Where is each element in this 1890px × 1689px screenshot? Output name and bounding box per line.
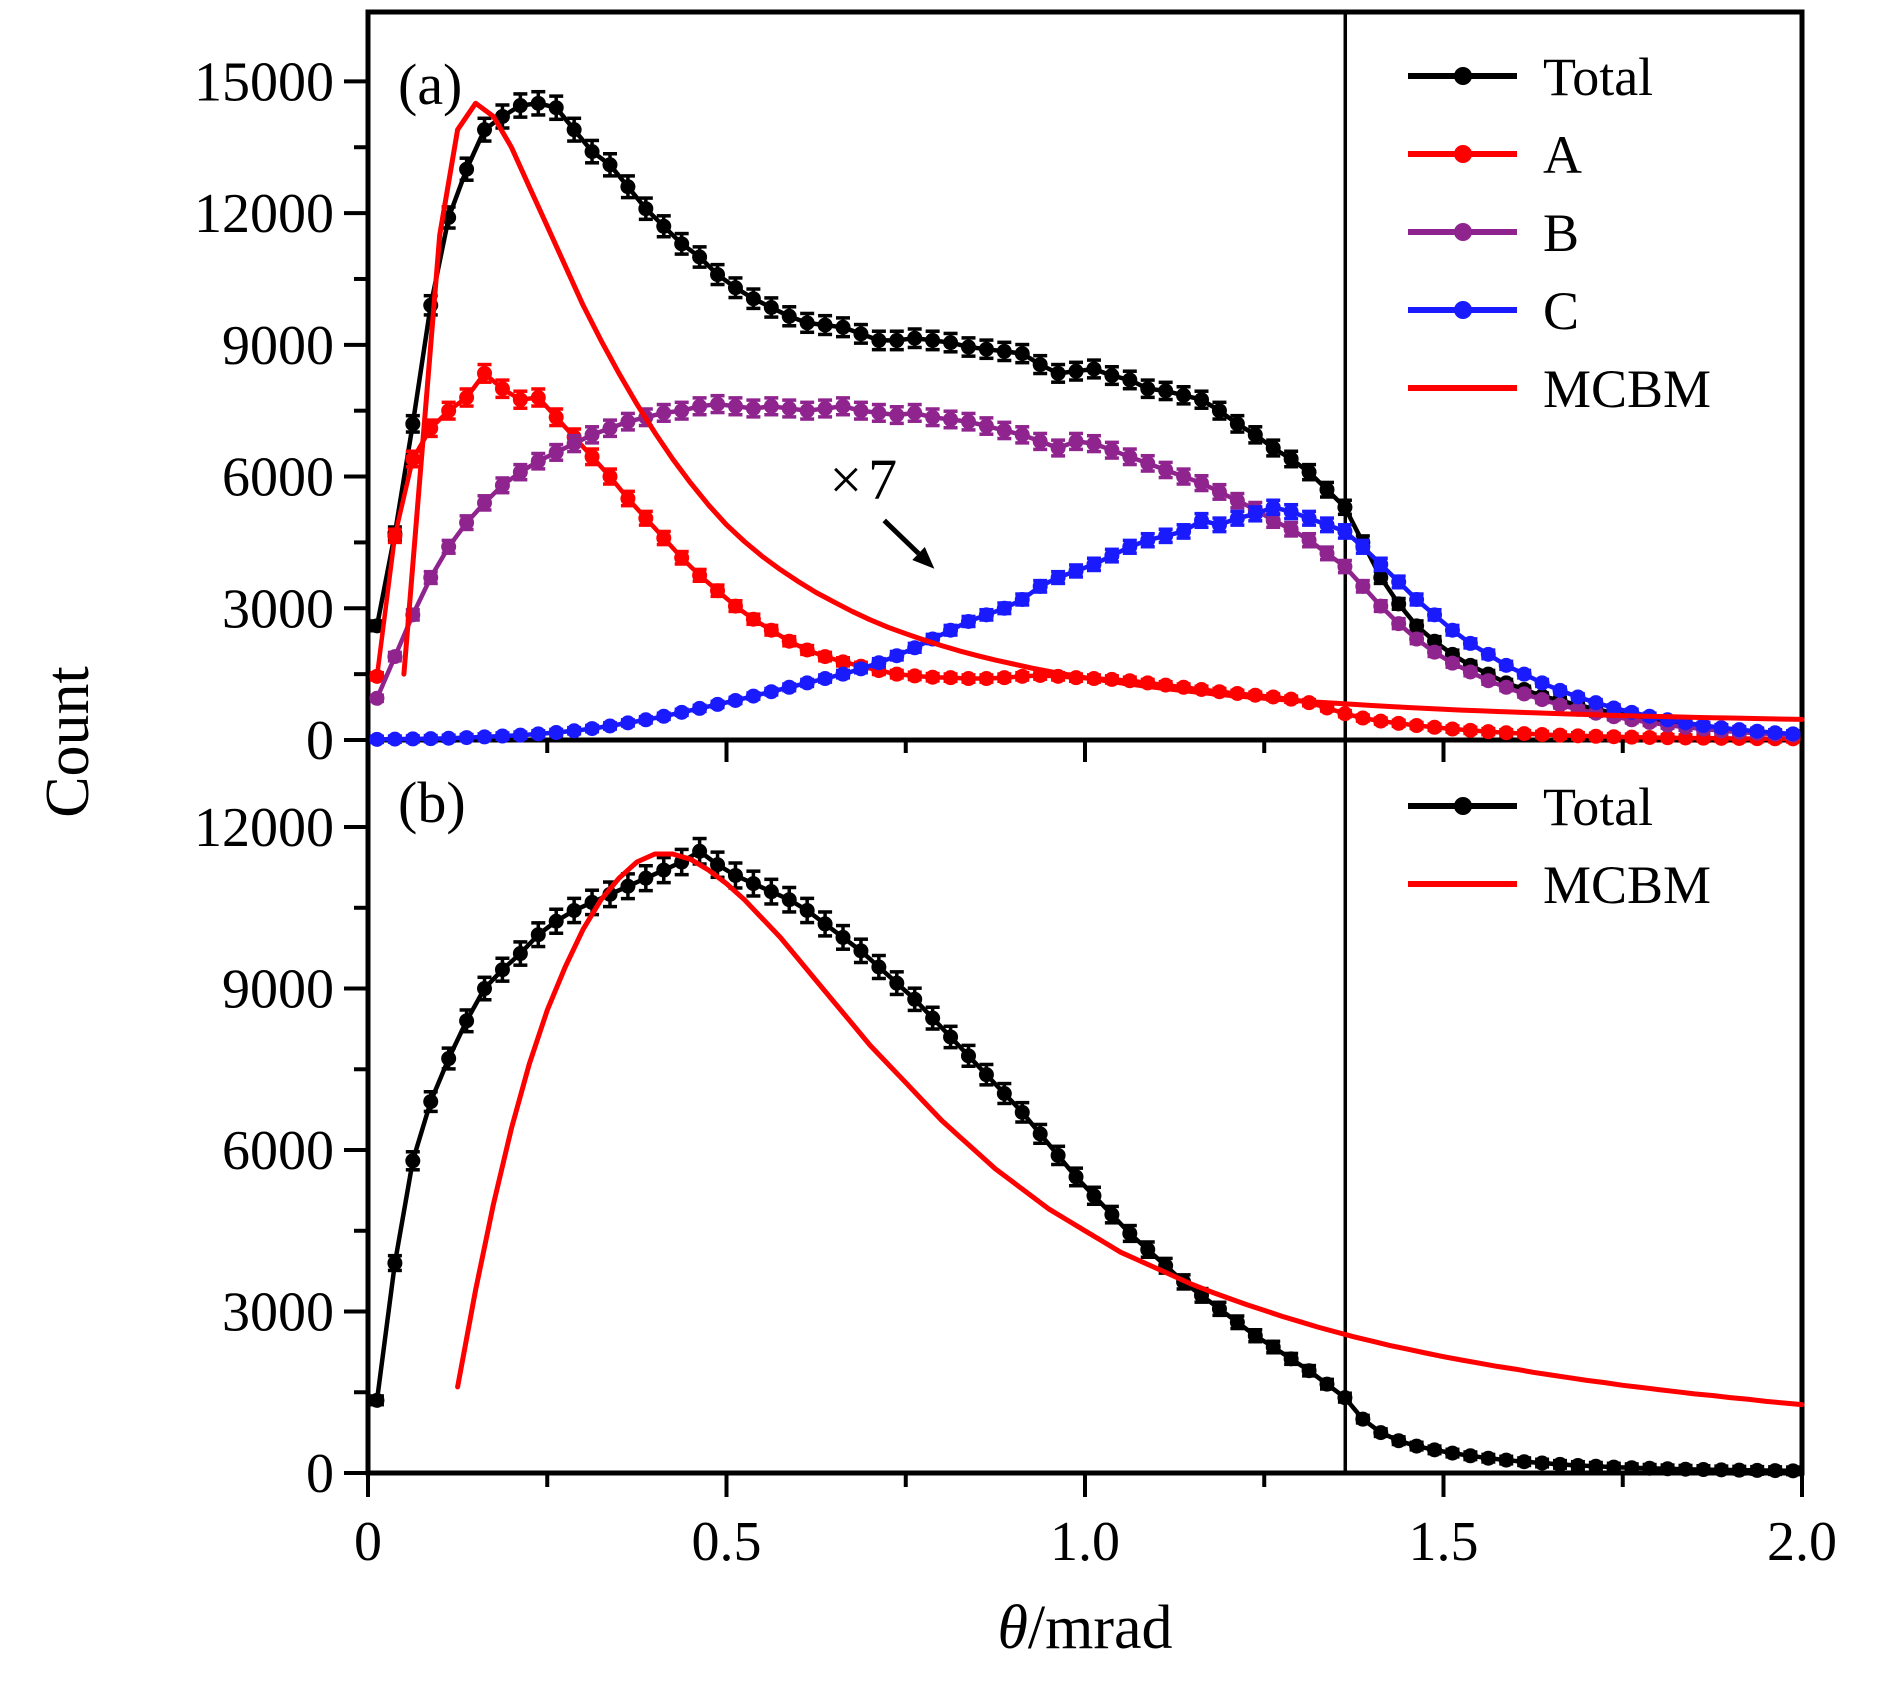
- annotation-text: ×7: [829, 447, 903, 512]
- y-tick-label-b: 0: [306, 1443, 334, 1505]
- y-tick-label-a: 15000: [194, 51, 334, 113]
- legend-item-total-b: Total: [1408, 777, 1653, 837]
- legend-label: C: [1543, 281, 1579, 341]
- y-tick-label-a: 3000: [222, 578, 334, 640]
- legend-item-mcbm-a: MCBM: [1408, 359, 1711, 419]
- legend-marker-icon: [1454, 223, 1472, 241]
- x-tick-label: 1.0: [1050, 1511, 1120, 1573]
- legend-marker-icon: [1454, 145, 1472, 163]
- y-tick-label-b: 12000: [194, 797, 334, 859]
- y-tick-label-a: 6000: [222, 447, 334, 509]
- x-tick-label: 0.5: [692, 1511, 762, 1573]
- arrow-icon: [912, 547, 935, 569]
- x-tick-label: 1.5: [1409, 1511, 1479, 1573]
- series-total-b: [369, 836, 1801, 1479]
- legend-label: B: [1543, 203, 1579, 263]
- y-tick-label-b: 3000: [222, 1282, 334, 1344]
- y-tick-label-b: 9000: [222, 959, 334, 1021]
- series-mcbm-a: [401, 100, 1805, 722]
- legend-marker-icon: [1454, 67, 1472, 85]
- panel-b-tag: (b): [398, 770, 466, 835]
- series-mcbm-b: [455, 851, 1805, 1408]
- y-axis-title: Count: [34, 666, 102, 818]
- legend-marker-icon: [1454, 301, 1472, 319]
- legend-label: MCBM: [1543, 359, 1711, 419]
- series-c-a: [369, 498, 1801, 747]
- y-tick-label-b: 6000: [222, 1120, 334, 1182]
- axis-ticks: [344, 79, 1804, 1497]
- legend-label: MCBM: [1543, 855, 1711, 915]
- panel-a-tag: (a): [398, 52, 462, 117]
- tick-labels: 0 3000 6000 9000 12000 15000 0 3000 6000 9000 1200…: [194, 51, 1837, 1573]
- y-tick-label-a: 9000: [222, 315, 334, 377]
- legend-label: Total: [1543, 47, 1653, 107]
- x-tick-label: 2.0: [1767, 1511, 1837, 1573]
- legend-item-total-a: Total: [1408, 47, 1653, 107]
- legend-item-b-a: B: [1408, 203, 1579, 263]
- legend-marker-icon: [1454, 797, 1472, 815]
- y-tick-label-a: 12000: [194, 183, 334, 245]
- legend-item-c-a: C: [1408, 281, 1579, 341]
- legend-label: Total: [1543, 777, 1653, 837]
- legend-b: Total MCBM: [1408, 777, 1711, 915]
- legend-label: A: [1543, 125, 1582, 185]
- scale-annotation: ×7: [829, 447, 935, 569]
- legend-item-a-a: A: [1408, 125, 1582, 185]
- legend-item-mcbm-b: MCBM: [1408, 855, 1711, 915]
- y-tick-label-a: 0: [306, 710, 334, 772]
- legend-a: Total ABC MCBM: [1408, 47, 1711, 419]
- x-axis-title: θ/mrad: [997, 1594, 1172, 1662]
- x-tick-label: 0: [354, 1511, 382, 1573]
